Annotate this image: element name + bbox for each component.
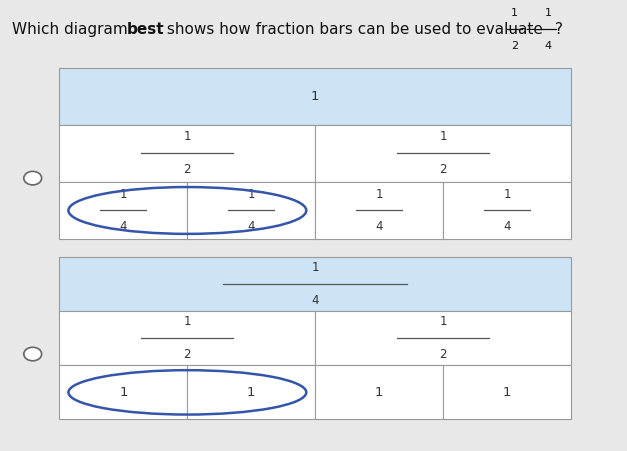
Text: 1: 1	[376, 188, 383, 201]
Text: 1: 1	[440, 130, 447, 143]
FancyBboxPatch shape	[60, 311, 315, 365]
Text: 1: 1	[184, 315, 191, 328]
Text: 4: 4	[248, 221, 255, 233]
Text: 1: 1	[119, 386, 128, 399]
Text: 1: 1	[375, 386, 384, 399]
Text: best: best	[126, 22, 164, 37]
FancyBboxPatch shape	[60, 125, 315, 182]
FancyBboxPatch shape	[315, 365, 443, 419]
FancyBboxPatch shape	[60, 68, 571, 125]
FancyBboxPatch shape	[187, 182, 315, 239]
Text: 1: 1	[312, 261, 319, 274]
Text: 1: 1	[248, 188, 255, 201]
Text: 2: 2	[440, 163, 447, 176]
Text: 2: 2	[184, 163, 191, 176]
Text: 1: 1	[247, 386, 256, 399]
Text: 1: 1	[503, 386, 512, 399]
Text: 1: 1	[120, 188, 127, 201]
FancyBboxPatch shape	[60, 365, 187, 419]
Text: 1: 1	[311, 90, 320, 103]
FancyBboxPatch shape	[315, 125, 571, 182]
FancyBboxPatch shape	[60, 257, 571, 311]
Text: 2: 2	[511, 41, 518, 51]
Text: Which diagram: Which diagram	[12, 22, 132, 37]
Text: −: −	[525, 22, 537, 37]
Text: 4: 4	[545, 41, 552, 51]
Text: 1: 1	[184, 130, 191, 143]
FancyBboxPatch shape	[315, 311, 571, 365]
FancyBboxPatch shape	[443, 182, 571, 239]
Text: 1: 1	[545, 8, 552, 18]
FancyBboxPatch shape	[60, 182, 187, 239]
FancyBboxPatch shape	[187, 365, 315, 419]
Circle shape	[24, 171, 41, 185]
Text: 4: 4	[120, 221, 127, 233]
Text: 4: 4	[503, 221, 511, 233]
Text: 2: 2	[184, 348, 191, 361]
Text: 4: 4	[376, 221, 383, 233]
Circle shape	[24, 347, 41, 361]
Text: 1: 1	[440, 315, 447, 328]
Text: 1: 1	[503, 188, 511, 201]
Text: ?: ?	[555, 22, 563, 37]
Text: 4: 4	[312, 294, 319, 307]
Text: shows how fraction bars can be used to evaluate: shows how fraction bars can be used to e…	[162, 22, 548, 37]
FancyBboxPatch shape	[315, 182, 443, 239]
Text: 1: 1	[511, 8, 518, 18]
Text: 2: 2	[440, 348, 447, 361]
FancyBboxPatch shape	[443, 365, 571, 419]
